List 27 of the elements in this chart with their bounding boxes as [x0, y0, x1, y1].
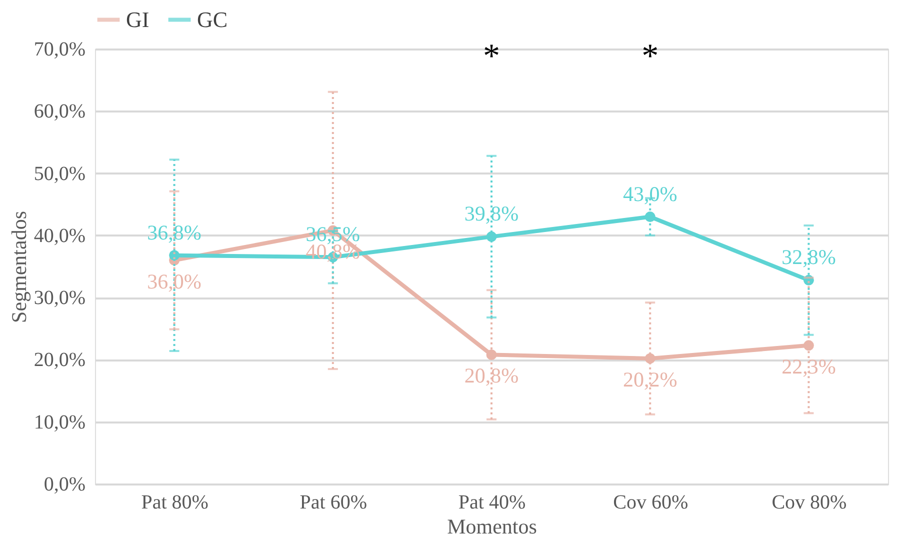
x-axis-title: Momentos [447, 514, 537, 538]
data-label: 22,3% [782, 354, 836, 378]
data-label: 32,8% [782, 245, 836, 270]
x-tick-label: Pat 40% [458, 492, 526, 514]
y-tick-label: 20,0% [34, 349, 86, 372]
annotation: * [642, 38, 659, 75]
x-tick-label: Cov 60% [613, 492, 688, 514]
x-tick-label: Pat 60% [300, 492, 368, 514]
y-tick-label: 40,0% [34, 224, 86, 247]
y-tick-label: 60,0% [34, 100, 86, 123]
legend-label: GC [197, 6, 228, 32]
x-tick-label: Cov 80% [772, 492, 847, 514]
annotation: * [483, 38, 500, 75]
y-tick-label: 0,0% [44, 474, 86, 496]
data-label: 39,8% [464, 202, 519, 226]
data-label: 36,8% [147, 220, 202, 244]
legend-label: GI [126, 6, 150, 32]
y-tick-label: 10,0% [34, 411, 86, 434]
x-tick-label: Pat 80% [141, 492, 208, 514]
y-tick-label: 70,0% [34, 38, 86, 60]
y-axis-title: Segmentados [6, 211, 31, 323]
data-label: 20,8% [464, 364, 519, 388]
data-label: 43,0% [622, 182, 678, 206]
y-tick-label: 30,0% [34, 287, 86, 310]
data-label: 36,0% [147, 269, 202, 294]
data-label: 20,2% [622, 367, 678, 392]
y-tick-label: 50,0% [34, 162, 86, 185]
